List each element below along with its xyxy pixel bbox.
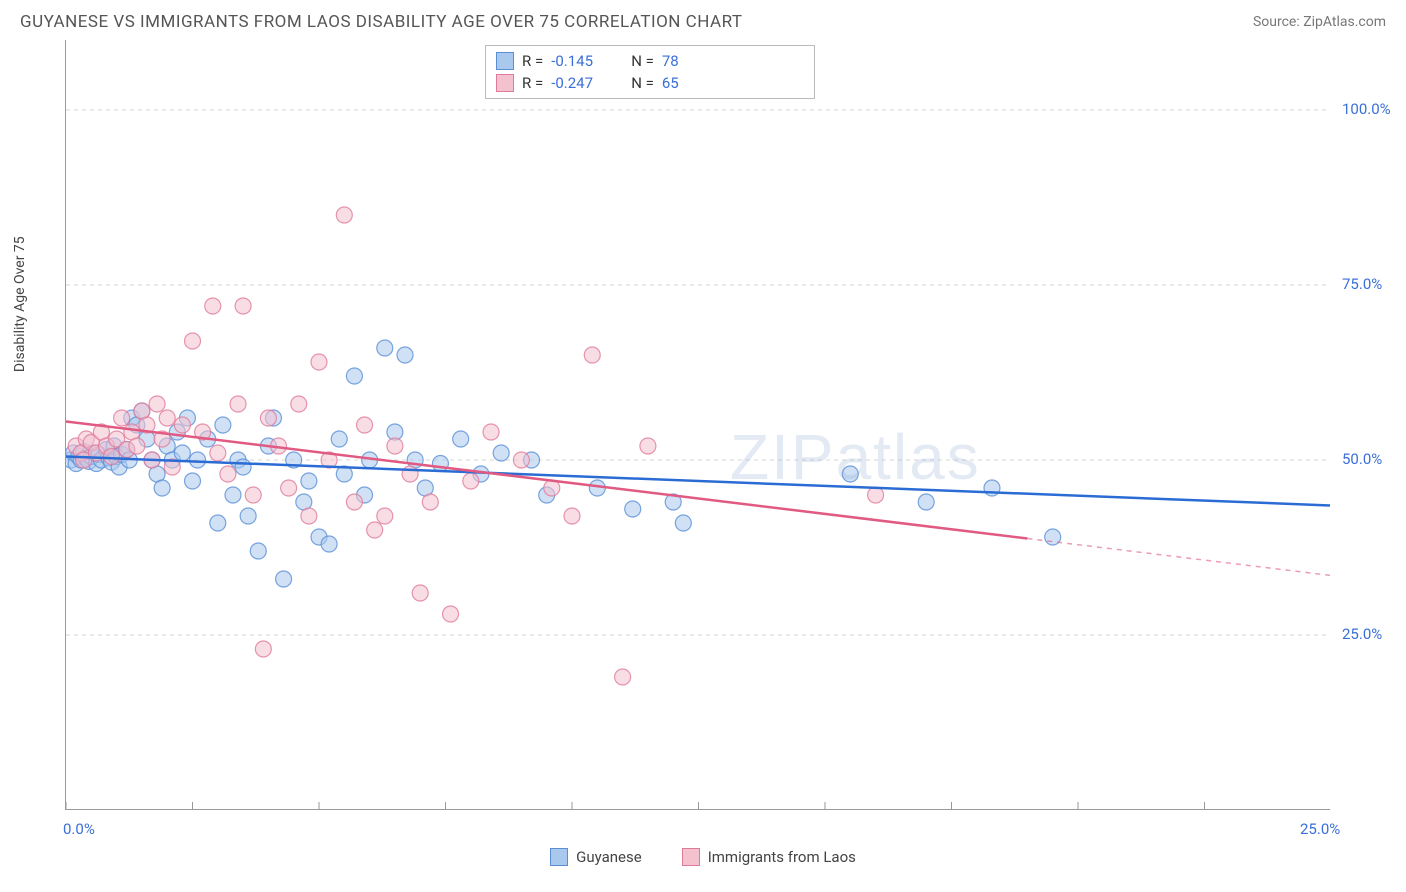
stats-row: R = -0.247 N = 65 bbox=[496, 72, 804, 94]
y-tick-label: 50.0% bbox=[1342, 450, 1382, 468]
stat-label: R = bbox=[522, 52, 543, 70]
bottom-legend: Guyanese Immigrants from Laos bbox=[0, 848, 1406, 866]
chart-title: GUYANESE VS IMMIGRANTS FROM LAOS DISABIL… bbox=[20, 12, 743, 32]
y-axis-label: Disability Age Over 75 bbox=[12, 236, 28, 372]
legend-label: Immigrants from Laos bbox=[708, 848, 856, 866]
stat-n-value: 65 bbox=[662, 74, 679, 92]
stats-row: R = -0.145 N = 78 bbox=[496, 50, 804, 72]
stat-label: N = bbox=[631, 52, 654, 70]
stat-r-value: -0.247 bbox=[551, 74, 611, 92]
y-tick-label: 25.0% bbox=[1342, 625, 1382, 643]
stat-label: R = bbox=[522, 74, 543, 92]
legend-swatch bbox=[550, 848, 568, 866]
legend-item: Guyanese bbox=[550, 848, 642, 866]
x-tick-label: 0.0% bbox=[63, 820, 95, 838]
legend-swatch bbox=[682, 848, 700, 866]
chart-source: Source: ZipAtlas.com bbox=[1253, 14, 1386, 30]
scatter-plot bbox=[65, 40, 1330, 810]
legend-swatch bbox=[496, 74, 514, 92]
y-tick-label: 75.0% bbox=[1342, 275, 1382, 293]
stat-r-value: -0.145 bbox=[551, 52, 611, 70]
chart-header: GUYANESE VS IMMIGRANTS FROM LAOS DISABIL… bbox=[0, 0, 1406, 40]
x-tick-label: 25.0% bbox=[1300, 820, 1340, 838]
legend-label: Guyanese bbox=[576, 848, 642, 866]
chart-container: Disability Age Over 75 25.0%50.0%75.0%10… bbox=[20, 40, 1386, 840]
y-tick-label: 100.0% bbox=[1342, 100, 1391, 118]
stats-legend: R = -0.145 N = 78 R = -0.247 N = 65 bbox=[485, 45, 815, 99]
legend-swatch bbox=[496, 52, 514, 70]
stat-n-value: 78 bbox=[662, 52, 679, 70]
stat-label: N = bbox=[631, 74, 654, 92]
legend-item: Immigrants from Laos bbox=[682, 848, 856, 866]
